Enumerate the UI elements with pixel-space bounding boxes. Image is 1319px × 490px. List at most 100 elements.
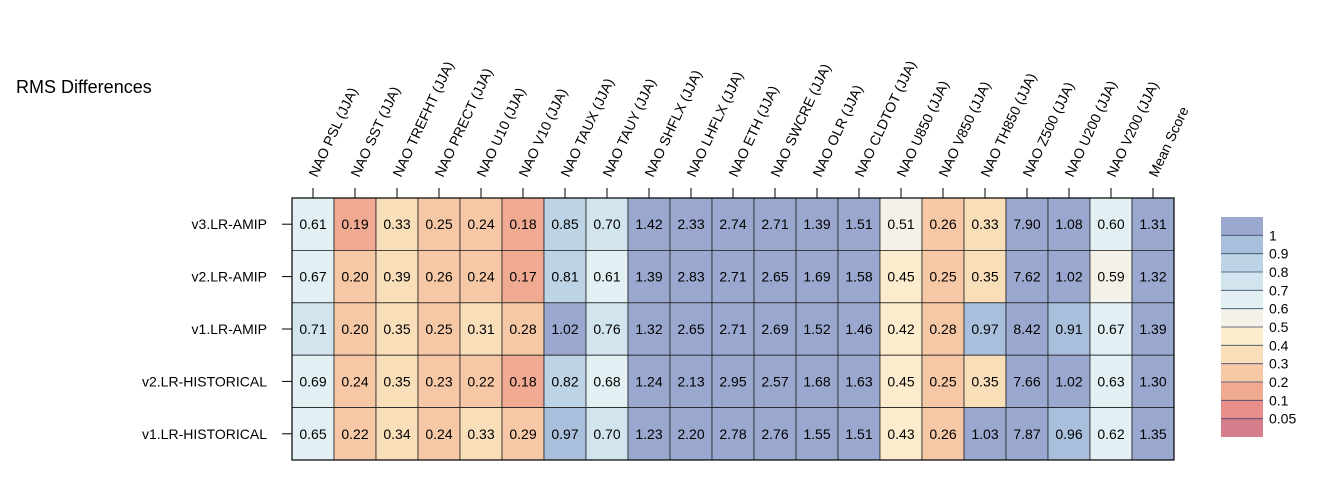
heatmap-cell: [879, 249, 923, 304]
cell-value-label: 0.24: [467, 269, 494, 285]
row-label: v2.LR-AMIP: [192, 269, 267, 285]
cell-value-label: 1.42: [635, 216, 662, 232]
cell-value-label: 0.17: [509, 269, 536, 285]
chart-title: RMS Differences: [16, 77, 152, 97]
heatmap-cell: [1089, 197, 1133, 251]
heatmap-cell: [963, 197, 1007, 251]
cell-value-label: 0.45: [887, 373, 914, 389]
heatmap-cell: [291, 354, 335, 409]
cell-value-label: 0.25: [425, 216, 452, 232]
colorbar-tick-label: 0.1: [1269, 392, 1289, 408]
heatmap-cell: [417, 354, 461, 409]
heatmap-cell: [417, 249, 461, 304]
cell-value-label: 0.67: [1097, 321, 1124, 337]
cell-value-label: 0.96: [1055, 426, 1082, 442]
cell-value-label: 2.76: [761, 426, 788, 442]
cell-value-label: 7.66: [1013, 373, 1040, 389]
cell-value-label: 0.23: [425, 373, 452, 389]
heatmap-cell: [501, 407, 545, 461]
colorbar-tick-label: 0.6: [1269, 301, 1289, 317]
column-labels: NAO PSL (JJA)NAO SST (JJA)NAO TREFHT (JJ…: [305, 58, 1192, 198]
cell-value-label: 0.35: [971, 269, 998, 285]
heatmap-cell: [375, 354, 419, 409]
cell-value-label: 2.57: [761, 373, 788, 389]
row-label: v1.LR-AMIP: [192, 321, 267, 337]
heatmap-cell: [711, 407, 755, 461]
heatmap-cell: [753, 354, 797, 409]
heatmap-cell: [333, 302, 377, 356]
column-label: Mean Score: [1145, 104, 1191, 179]
heatmap-cell: [711, 354, 755, 409]
cell-value-label: 0.20: [341, 321, 368, 337]
colorbar-tick-label: 0.9: [1269, 246, 1289, 262]
cell-value-label: 2.71: [719, 269, 746, 285]
cell-value-label: 0.43: [887, 426, 914, 442]
heatmap-cell: [1089, 302, 1133, 356]
heatmap-cell: [879, 354, 923, 409]
cell-value-label: 2.74: [719, 216, 746, 232]
cell-value-label: 2.65: [761, 269, 788, 285]
heatmap-cell: [459, 249, 503, 304]
cell-value-label: 2.20: [677, 426, 704, 442]
cell-value-label: 1.02: [1055, 373, 1082, 389]
cell-value-label: 1.68: [803, 373, 830, 389]
heatmap-cell: [879, 197, 923, 251]
cell-value-label: 0.51: [887, 216, 914, 232]
cell-value-label: 1.23: [635, 426, 662, 442]
colorbar-segment: [1221, 272, 1263, 291]
cell-value-label: 1.32: [1139, 269, 1166, 285]
heatmap-cell: [417, 302, 461, 356]
cell-value-label: 1.08: [1055, 216, 1082, 232]
heatmap-cell: [1047, 354, 1091, 409]
colorbar-tick-label: 0.05: [1269, 411, 1296, 427]
cell-value-label: 2.83: [677, 269, 704, 285]
heatmap-cell: [921, 197, 965, 251]
cell-value-label: 1.69: [803, 269, 830, 285]
colorbar-tick-label: 0.5: [1269, 319, 1289, 335]
heatmap-cell: [501, 249, 545, 304]
cell-value-label: 0.42: [887, 321, 914, 337]
cell-value-label: 1.35: [1139, 426, 1166, 442]
colorbar-tick-label: 1: [1269, 227, 1277, 243]
heatmap-cell: [1047, 407, 1091, 461]
cell-value-label: 1.46: [845, 321, 872, 337]
cell-value-label: 0.34: [383, 426, 410, 442]
colorbar-segment: [1221, 345, 1263, 364]
row-label: v1.LR-HISTORICAL: [142, 426, 267, 442]
cell-value-label: 0.63: [1097, 373, 1124, 389]
cell-value-label: 0.28: [509, 321, 536, 337]
row-label: v2.LR-HISTORICAL: [142, 373, 267, 389]
heatmap-cell: [1131, 197, 1175, 251]
colorbar-segment: [1221, 217, 1263, 236]
cell-value-label: 2.78: [719, 426, 746, 442]
cell-value-label: 1.55: [803, 426, 830, 442]
heatmap-cell: [837, 407, 881, 461]
cell-value-label: 0.67: [299, 269, 326, 285]
cell-value-label: 0.19: [341, 216, 368, 232]
heatmap-cell: [1131, 302, 1175, 356]
heatmap-cell: [585, 354, 629, 409]
heatmap-cell: [963, 354, 1007, 409]
heatmap-cell: [837, 354, 881, 409]
heatmap-cell: [627, 354, 671, 409]
cell-value-label: 0.62: [1097, 426, 1124, 442]
heatmap-cell: [921, 249, 965, 304]
cell-value-label: 1.02: [551, 321, 578, 337]
heatmap-cell: [501, 302, 545, 356]
heatmap-cell: [1089, 249, 1133, 304]
cell-value-label: 0.68: [593, 373, 620, 389]
cell-value-label: 0.35: [971, 373, 998, 389]
cell-value-label: 0.26: [929, 426, 956, 442]
heatmap-cell: [543, 197, 587, 251]
heatmap-cell: [543, 249, 587, 304]
cell-value-label: 0.25: [929, 373, 956, 389]
cell-value-label: 0.81: [551, 269, 578, 285]
cell-value-label: 8.42: [1013, 321, 1040, 337]
heatmap-cell: [753, 302, 797, 356]
cell-value-label: 0.26: [425, 269, 452, 285]
colorbar-segment: [1221, 235, 1263, 254]
cell-value-label: 0.97: [971, 321, 998, 337]
heatmap-cell: [585, 249, 629, 304]
cell-value-label: 0.20: [341, 269, 368, 285]
cell-value-label: 1.32: [635, 321, 662, 337]
